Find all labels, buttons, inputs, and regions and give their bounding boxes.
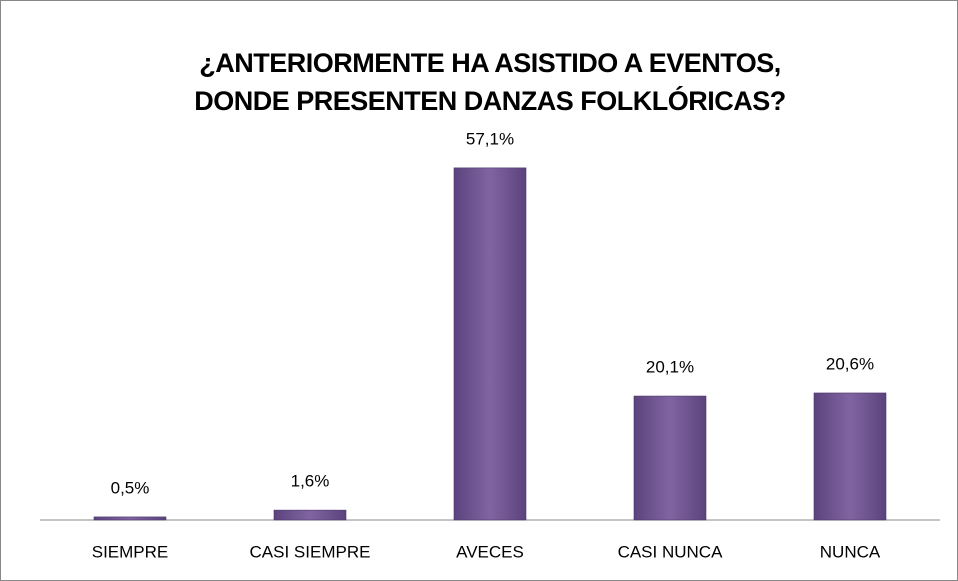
bar — [813, 392, 887, 521]
x-tick-label: CASI SIEMPRE — [250, 542, 371, 561]
data-label: 1,6% — [291, 472, 330, 491]
bar — [633, 395, 707, 521]
x-tick-label: AVECES — [456, 542, 524, 561]
bar — [93, 516, 167, 521]
chart-title: ¿ANTERIORMENTE HA ASISTIDO A EVENTOS, — [199, 48, 781, 78]
bar — [273, 509, 347, 521]
bar — [453, 167, 527, 521]
data-label: 57,1% — [466, 129, 514, 148]
x-tick-label: CASI NUNCA — [618, 542, 724, 561]
data-label: 20,6% — [826, 354, 874, 373]
x-tick-label: SIEMPRE — [92, 542, 169, 561]
data-label: 0,5% — [111, 478, 150, 497]
data-label: 20,1% — [646, 358, 694, 377]
x-tick-label: NUNCA — [820, 542, 881, 561]
chart-title: DONDE PRESENTEN DANZAS FOLKLÓRICAS? — [194, 85, 786, 116]
